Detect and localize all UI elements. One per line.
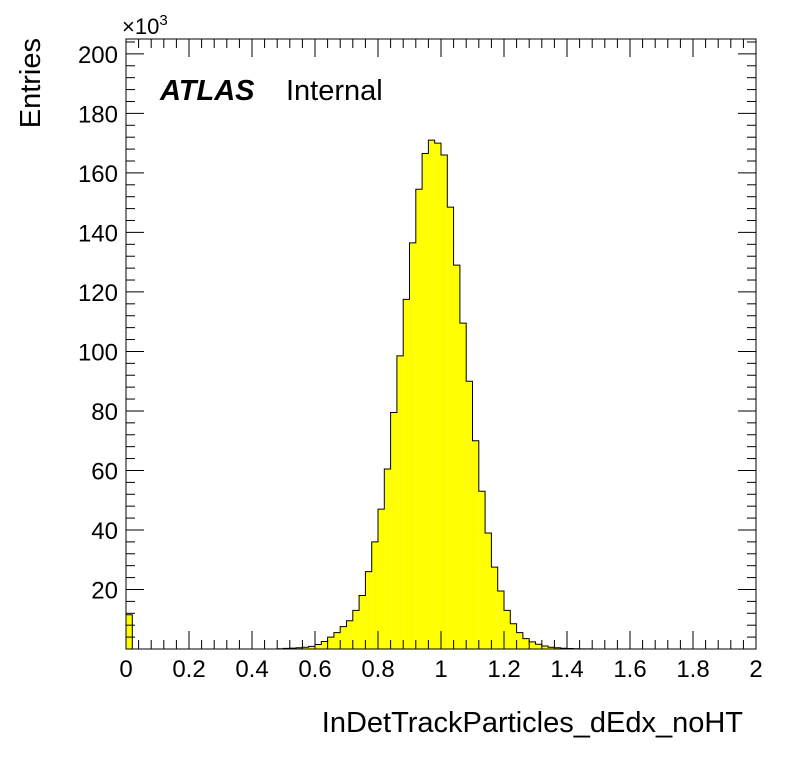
y-tick-label: 140 — [78, 220, 118, 247]
histogram-bar — [478, 491, 486, 649]
histogram-bar — [340, 626, 347, 649]
histogram-bar — [428, 140, 435, 650]
histogram-bar — [384, 468, 391, 649]
x-tick-label: 1.6 — [613, 656, 646, 683]
x-tick-label: 2 — [749, 656, 762, 683]
histogram-bar — [346, 620, 353, 649]
x-tick-label: 1.2 — [487, 656, 520, 683]
histogram-bar — [441, 155, 448, 650]
histogram-bar — [554, 647, 561, 649]
axis-ticks — [125, 39, 757, 650]
histogram-bar — [434, 143, 441, 649]
histogram-bar — [333, 632, 341, 649]
histogram-bars — [125, 139, 756, 650]
y-tick-labels: 20 40 60 80 100 120 140 160 180 200 — [78, 42, 118, 605]
histogram-bar — [516, 632, 523, 649]
histogram-bar — [327, 637, 334, 649]
histogram-bar — [352, 610, 360, 649]
histogram-bar — [390, 412, 397, 649]
histogram-bar — [315, 644, 322, 649]
histogram-bar — [529, 641, 536, 649]
histogram-bar — [365, 571, 372, 649]
y-tick-label: 80 — [91, 399, 118, 426]
y-tick-label: 180 — [78, 101, 118, 128]
plot-frame — [125, 38, 757, 650]
histogram-bar — [535, 644, 542, 649]
y-axis-label: Entries — [15, 38, 47, 128]
histogram-bar — [472, 440, 479, 649]
histogram-bar — [504, 610, 511, 649]
internal-label: Internal — [286, 75, 383, 107]
histogram-bar — [548, 647, 555, 649]
histogram-bar — [403, 299, 410, 649]
x-tick-label: 0.8 — [361, 656, 394, 683]
histogram-bar — [422, 153, 429, 649]
histogram-bar — [491, 567, 498, 649]
y-tick-label: 60 — [91, 458, 118, 485]
y-tick-label: 120 — [78, 280, 118, 307]
histogram-bar — [522, 638, 530, 649]
x-tick-label: 1.4 — [550, 656, 583, 683]
histogram-bar — [308, 646, 315, 649]
histogram-bar — [415, 189, 423, 649]
histogram-bar — [409, 242, 416, 649]
histogram-bar — [126, 614, 133, 649]
histogram-bar — [453, 265, 460, 649]
x-tick-label: 0.4 — [235, 656, 268, 683]
histogram-bar — [541, 646, 549, 649]
histogram-bar — [296, 647, 303, 649]
y-multiplier: ×103 — [122, 12, 168, 39]
y-tick-label: 40 — [91, 518, 118, 545]
y-tick-label: 20 — [91, 577, 118, 604]
y-tick-label: 100 — [78, 339, 118, 366]
histogram-bar — [447, 207, 454, 649]
x-tick-label: 1 — [434, 656, 447, 683]
histogram-bar — [459, 323, 467, 649]
histogram-bar — [485, 532, 492, 649]
x-tick-label: 1.8 — [676, 656, 709, 683]
y-multiplier-base: ×10 — [122, 14, 159, 39]
x-tick-label: 0.2 — [172, 656, 205, 683]
histogram-bar — [466, 381, 473, 649]
atlas-label: ATLAS — [159, 75, 255, 107]
histogram-bar — [321, 641, 328, 649]
histogram-bar — [497, 590, 504, 649]
histogram-bar — [510, 623, 517, 649]
y-tick-label: 160 — [78, 161, 118, 188]
histogram-bar — [378, 509, 385, 649]
x-tick-label: 0 — [119, 656, 132, 683]
x-axis-label: InDetTrackParticles_dEdx_noHT — [322, 707, 743, 739]
y-tick-label: 200 — [78, 42, 118, 69]
histogram-bar — [396, 355, 404, 649]
y-multiplier-exponent: 3 — [159, 12, 167, 29]
histogram-bar — [302, 647, 309, 649]
x-tick-labels: 0 0.2 0.4 0.6 0.8 1 1.2 1.4 1.6 1.8 2 — [119, 656, 762, 683]
histogram-bar — [359, 595, 366, 649]
x-tick-label: 0.6 — [298, 656, 331, 683]
histogram-bar — [371, 541, 378, 649]
